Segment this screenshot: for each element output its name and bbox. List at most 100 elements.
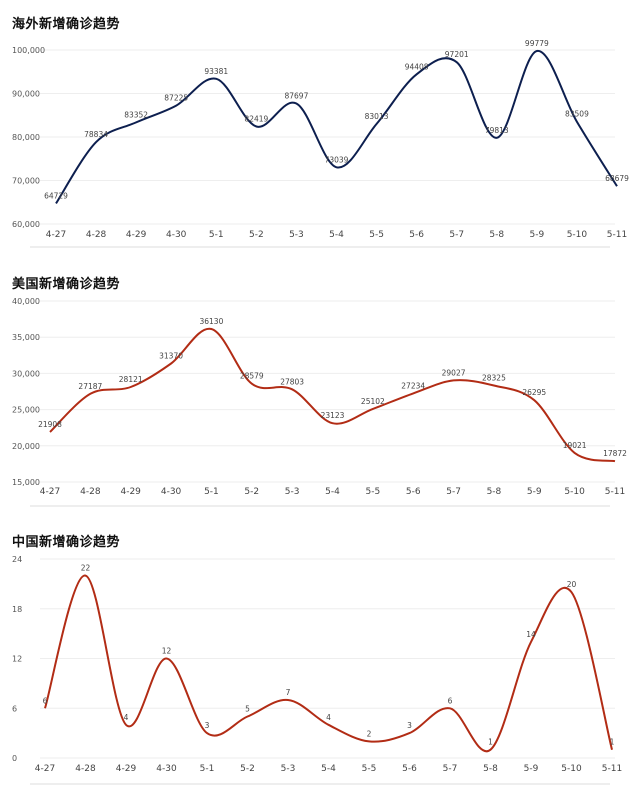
y-tick-label: 30,000 bbox=[12, 369, 40, 378]
x-tick-label: 5-7 bbox=[449, 230, 464, 240]
data-label: 94408 bbox=[405, 62, 429, 71]
data-label: 73039 bbox=[325, 155, 349, 164]
y-tick-label: 0 bbox=[12, 754, 17, 763]
series-line bbox=[44, 574, 613, 753]
data-label: 20 bbox=[567, 580, 577, 589]
y-tick-label: 100,000 bbox=[12, 46, 45, 55]
y-tick-label: 80,000 bbox=[12, 133, 40, 142]
y-tick-label: 25,000 bbox=[12, 406, 40, 415]
x-tick-label: 4-27 bbox=[35, 764, 55, 774]
data-label: 36130 bbox=[199, 317, 223, 326]
x-tick-label: 4-30 bbox=[161, 487, 182, 497]
x-tick-label: 4-28 bbox=[75, 764, 96, 774]
x-tick-label: 5-8 bbox=[483, 764, 498, 774]
y-tick-label: 60,000 bbox=[12, 220, 40, 229]
data-label: 97201 bbox=[445, 50, 469, 59]
data-label: 27234 bbox=[401, 381, 425, 390]
x-tick-label: 5-6 bbox=[406, 487, 421, 497]
data-label: 14 bbox=[526, 630, 536, 639]
x-tick-label: 4-28 bbox=[80, 487, 101, 497]
data-label: 2 bbox=[367, 729, 372, 738]
data-label: 17872 bbox=[603, 449, 627, 458]
y-tick-label: 6 bbox=[12, 704, 17, 713]
data-label: 21908 bbox=[38, 420, 62, 429]
x-tick-label: 5-1 bbox=[204, 487, 219, 497]
x-tick-label: 4-30 bbox=[156, 764, 177, 774]
x-tick-label: 5-11 bbox=[607, 230, 627, 240]
data-label: 78834 bbox=[84, 130, 108, 139]
y-tick-label: 18 bbox=[12, 605, 22, 614]
data-label: 1 bbox=[488, 738, 493, 747]
data-label: 29027 bbox=[442, 368, 466, 377]
x-tick-label: 4-28 bbox=[86, 230, 107, 240]
x-tick-label: 4-27 bbox=[46, 230, 66, 240]
x-tick-label: 5-8 bbox=[487, 487, 502, 497]
x-tick-label: 5-3 bbox=[289, 230, 304, 240]
data-label: 83352 bbox=[124, 110, 148, 119]
y-tick-label: 35,000 bbox=[12, 333, 40, 342]
x-tick-label: 5-2 bbox=[249, 230, 264, 240]
y-tick-label: 20,000 bbox=[12, 442, 40, 451]
x-tick-label: 5-5 bbox=[362, 764, 377, 774]
x-tick-label: 5-10 bbox=[561, 764, 582, 774]
y-tick-label: 40,000 bbox=[12, 297, 40, 306]
x-tick-label: 5-1 bbox=[200, 764, 215, 774]
data-label: 28121 bbox=[119, 375, 143, 384]
x-tick-label: 5-8 bbox=[489, 230, 504, 240]
x-tick-label: 5-5 bbox=[366, 487, 381, 497]
y-tick-label: 90,000 bbox=[12, 90, 40, 99]
series-line bbox=[55, 50, 618, 204]
data-label: 27803 bbox=[280, 377, 304, 386]
data-label: 31370 bbox=[159, 351, 183, 360]
data-label: 68679 bbox=[605, 174, 629, 183]
data-label: 19021 bbox=[563, 441, 587, 450]
x-tick-label: 4-29 bbox=[120, 487, 141, 497]
data-label: 3 bbox=[407, 721, 412, 730]
data-label: 79813 bbox=[485, 126, 509, 135]
data-label: 22 bbox=[81, 564, 91, 573]
x-tick-label: 5-7 bbox=[443, 764, 458, 774]
x-tick-label: 5-3 bbox=[281, 764, 296, 774]
x-tick-label: 5-3 bbox=[285, 487, 300, 497]
data-label: 27187 bbox=[78, 382, 102, 391]
x-tick-label: 5-6 bbox=[402, 764, 417, 774]
data-label: 1 bbox=[610, 738, 615, 747]
x-tick-label: 5-4 bbox=[321, 764, 336, 774]
x-tick-label: 5-7 bbox=[446, 487, 461, 497]
x-tick-label: 5-11 bbox=[602, 764, 622, 774]
y-tick-label: 12 bbox=[12, 655, 22, 664]
x-tick-label: 4-30 bbox=[166, 230, 187, 240]
x-tick-label: 5-2 bbox=[244, 487, 259, 497]
data-label: 12 bbox=[162, 647, 172, 656]
data-label: 6 bbox=[448, 696, 453, 705]
data-label: 6 bbox=[43, 696, 48, 705]
data-label: 99779 bbox=[525, 39, 549, 48]
data-label: 28325 bbox=[482, 374, 506, 383]
chart-title: 美国新增确诊趋势 bbox=[12, 277, 121, 292]
data-label: 25102 bbox=[361, 397, 385, 406]
data-label: 4 bbox=[124, 713, 129, 722]
x-tick-label: 5-9 bbox=[524, 764, 539, 774]
x-tick-label: 5-9 bbox=[530, 230, 545, 240]
x-tick-label: 5-9 bbox=[527, 487, 542, 497]
x-tick-label: 4-29 bbox=[116, 764, 137, 774]
data-label: 83013 bbox=[365, 112, 389, 121]
x-tick-label: 5-6 bbox=[409, 230, 424, 240]
data-label: 64729 bbox=[44, 191, 68, 200]
data-label: 87697 bbox=[284, 92, 308, 101]
x-tick-label: 5-4 bbox=[329, 230, 344, 240]
chart-title: 海外新增确诊趋势 bbox=[12, 17, 121, 32]
data-label: 87225 bbox=[164, 94, 188, 103]
data-label: 3 bbox=[205, 721, 210, 730]
data-label: 93381 bbox=[204, 67, 228, 76]
data-label: 7 bbox=[286, 688, 291, 697]
x-tick-label: 5-11 bbox=[605, 487, 625, 497]
x-tick-label: 4-27 bbox=[40, 487, 60, 497]
data-label: 26295 bbox=[522, 388, 546, 397]
x-tick-label: 5-5 bbox=[369, 230, 384, 240]
x-tick-label: 5-10 bbox=[564, 487, 585, 497]
x-tick-label: 5-1 bbox=[209, 230, 224, 240]
